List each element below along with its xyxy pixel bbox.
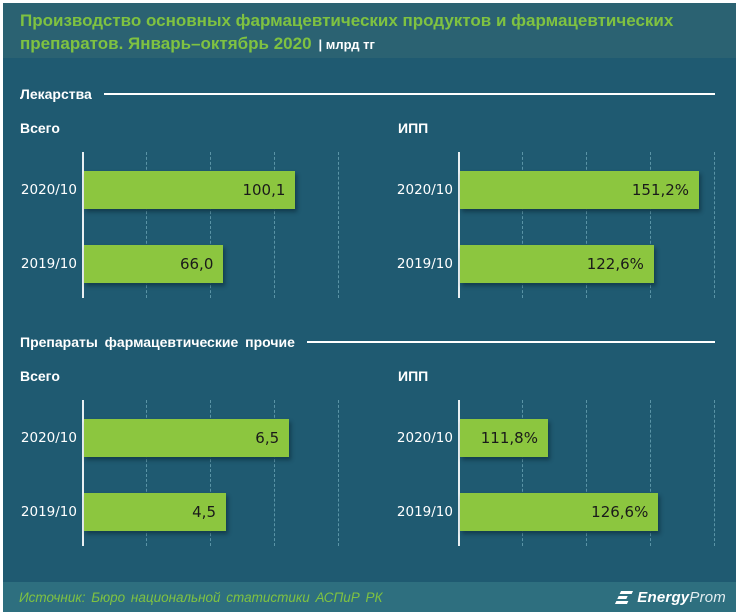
bar-row: 2019/10 4,5 [21,493,346,531]
bar: 6,5 [84,419,290,457]
chart-medicines-total: 2020/10 100,1 2019/10 66,0 [21,152,346,298]
bar: 122,6% [460,245,654,283]
gridline [586,152,587,298]
canvas: Производство основных фармацевтических п… [3,3,736,612]
gridline [338,152,339,298]
category-label: 2020/10 [20,182,77,198]
bar: 151,2% [460,171,700,209]
category-label: 2020/10 [396,182,453,198]
section-rule [103,93,715,95]
chart-subtitle-total: Всего [20,368,60,384]
category-label: 2020/10 [396,430,453,446]
gridline [274,152,275,298]
y-axis [458,152,460,298]
gridline [210,400,211,546]
chart-other-ipp: 2020/10 111,8% 2019/10 126,6% [397,400,721,546]
bar-row: 2020/10 100,1 [21,171,346,209]
chart-subtitle-ipp: ИПП [398,368,429,384]
category-label: 2019/10 [396,504,453,520]
gridline [146,152,147,298]
chart-subtitle-total: Всего [20,120,60,136]
gridline [522,152,523,298]
y-axis [458,400,460,546]
gridline [338,400,339,546]
logo-e-bar [617,595,628,599]
chart-title: Производство основных фармацевтических п… [3,3,736,56]
chart-subtitle-ipp: ИПП [398,120,429,136]
gridline [650,400,651,546]
y-axis [82,152,84,298]
gridline [210,152,211,298]
bar-value-label: 100,1 [242,181,286,199]
gridline [650,152,651,298]
logo-text: EnergyProm [637,589,726,606]
bar-value-label: 111,8% [480,429,538,447]
logo-text-bold: Energy [637,588,690,606]
category-label: 2019/10 [20,256,77,272]
bar-row: 2019/10 122,6% [397,245,721,283]
gridline [274,400,275,546]
gridline [714,400,715,546]
bar-value-label: 6,5 [255,429,280,447]
bar: 126,6% [460,493,659,531]
chart-medicines-ipp: 2020/10 151,2% 2019/10 122,6% [397,152,721,298]
source-text: Источник: Бюро национальной статистики А… [19,589,383,605]
section-rule [306,341,715,343]
energyprom-logo: EnergyProm [615,589,726,606]
bar-row: 2019/10 66,0 [21,245,346,283]
bar: 111,8% [460,419,548,457]
gridline [586,400,587,546]
bar-value-label: 122,6% [586,255,644,273]
chart-other-total: 2020/10 6,5 2019/10 4,5 [21,400,346,546]
footer-band: Источник: Бюро национальной статистики А… [3,582,736,612]
bar-value-label: 126,6% [591,503,649,521]
section-header-medicines: Лекарства [20,86,715,102]
gridline [522,400,523,546]
bar-row: 2020/10 151,2% [397,171,721,209]
bar-value-label: 151,2% [631,181,690,199]
logo-e-icon [615,590,634,604]
category-label: 2019/10 [396,256,453,272]
bar-value-label: 4,5 [192,503,216,521]
logo-e-bar [619,590,634,594]
gridline [714,152,715,298]
section-header-other: Препараты фармацевтические прочие [20,334,715,350]
logo-text-light: Prom [689,588,726,606]
category-label: 2019/10 [20,504,77,520]
title-line-1: Производство основных фармацевтических п… [20,11,674,30]
logo-e-bar [615,600,629,604]
bar: 66,0 [84,245,224,283]
unit-label: | млрд тг [318,37,375,52]
gridline [146,400,147,546]
bar-row: 2020/10 6,5 [21,419,346,457]
header-band: Производство основных фармацевтических п… [3,3,736,58]
bar-row: 2020/10 111,8% [397,419,721,457]
y-axis [82,400,84,546]
bar-row: 2019/10 126,6% [397,493,721,531]
title-line-2: препаратов. Январь–октябрь 2020 [20,34,312,53]
category-label: 2020/10 [20,430,77,446]
section-title: Препараты фармацевтические прочие [20,334,295,350]
bar: 4,5 [84,493,226,531]
section-title: Лекарства [20,86,92,102]
bar-value-label: 66,0 [179,255,214,273]
bar: 100,1 [84,171,296,209]
